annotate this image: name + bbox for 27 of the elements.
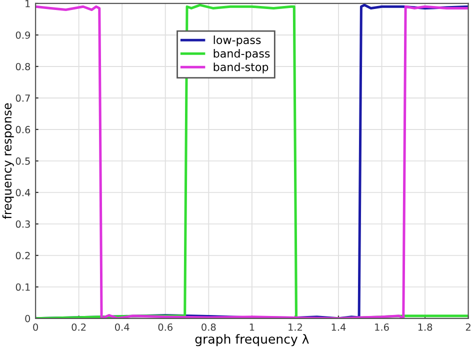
x-tick-label: 1 [250,324,254,331]
y-tick-label: 0.5 [16,157,30,165]
legend-label: band-stop [214,62,268,74]
x-tick-label: 0.8 [202,323,216,331]
x-tick-label: 1.8 [418,323,432,331]
y-tick-label: 0.3 [16,220,30,228]
x-tick-label: 0 [33,323,38,331]
y-tick-label: 0.4 [16,188,30,196]
y-tick-label: 1 [26,0,30,8]
x-tick-label: 1.2 [288,323,302,331]
x-tick-label: 1.6 [375,323,389,331]
y-tick-label: 0.2 [16,252,30,260]
x-tick-label: 0.2 [72,323,86,331]
y-tick-label: 0.6 [16,126,30,134]
x-tick-label: 0.4 [115,323,130,331]
legend-label: low-pass [214,36,261,46]
x-tick-label: 0.6 [158,323,172,331]
y-tick-label: 0.9 [16,31,30,39]
y-tick-label: 0.7 [16,94,30,102]
y-tick-label: 0 [25,314,30,322]
y-tick-label: 0.1 [16,283,30,291]
x-tick-label: 2 [466,323,470,331]
y-axis-title: frequency response [2,103,14,219]
x-tick-label: 1.4 [332,324,346,331]
legend-label: band-pass [214,49,270,60]
y-tick-label: 0.8 [16,62,30,70]
x-axis-title: graph frequency λ [195,334,309,346]
